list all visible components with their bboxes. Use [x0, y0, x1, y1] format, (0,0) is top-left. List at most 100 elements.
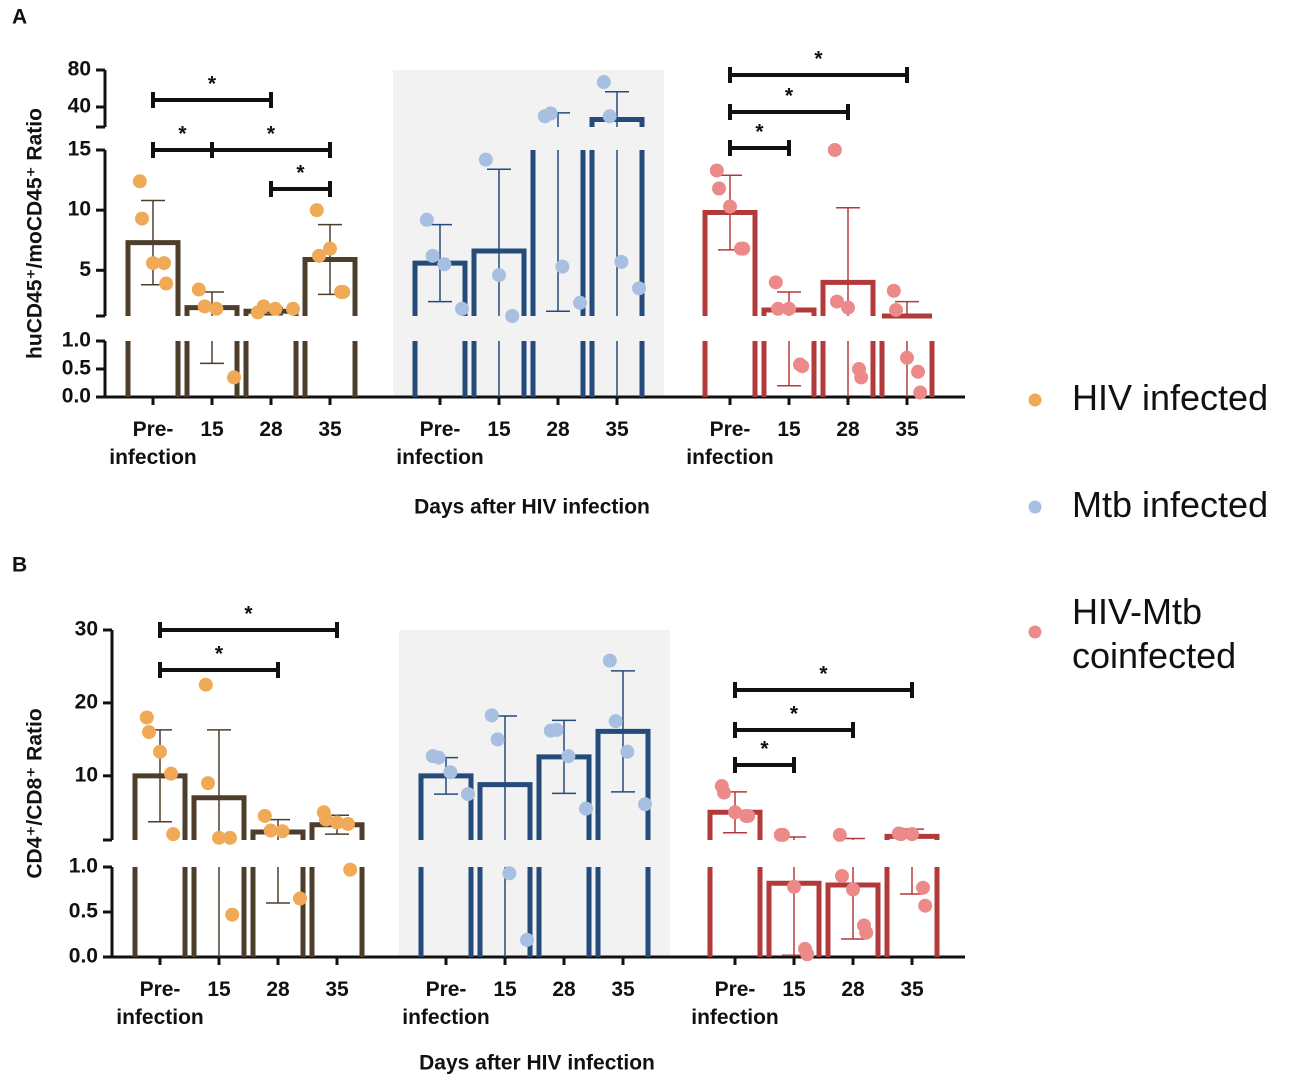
significance-bracket	[728, 67, 909, 83]
x-tick-label: 15	[487, 418, 511, 441]
y-tick-label: 80	[68, 58, 91, 81]
x-tick-label: 35	[611, 978, 635, 1001]
bar	[309, 867, 365, 957]
data-point	[841, 300, 855, 315]
x-tick-label: Pre-infection	[691, 978, 779, 1029]
significance-bracket	[733, 682, 914, 698]
bar	[820, 341, 876, 397]
y-tick-label: 1.0	[62, 329, 91, 352]
bar	[707, 867, 763, 957]
data-point	[341, 816, 355, 831]
data-point	[256, 299, 271, 314]
data-point	[425, 248, 440, 263]
legend-marker	[1028, 393, 1042, 407]
x-tick-label: 28	[841, 978, 865, 1001]
significance-label: *	[785, 85, 794, 108]
data-point	[602, 109, 617, 124]
data-point	[859, 925, 874, 940]
y-tick-label: 0.0	[62, 385, 91, 408]
data-point	[268, 301, 283, 316]
x-tick-label: 28	[546, 418, 570, 441]
x-tick-label: 35	[318, 418, 342, 441]
data-point	[263, 823, 278, 838]
data-point	[275, 824, 290, 839]
data-point	[835, 869, 849, 883]
data-point	[614, 254, 629, 269]
data-point	[741, 808, 756, 823]
data-point	[573, 295, 587, 310]
data-point	[782, 301, 796, 316]
data-point	[135, 211, 149, 226]
data-point	[723, 199, 737, 214]
data-point	[227, 370, 241, 385]
data-point	[312, 248, 326, 263]
data-point	[846, 882, 860, 897]
data-point	[198, 677, 213, 692]
data-point	[768, 275, 783, 290]
data-point	[549, 722, 564, 737]
data-point	[555, 259, 570, 274]
data-point	[787, 879, 801, 894]
bar	[243, 341, 299, 397]
y-tick-label: 0.0	[69, 945, 98, 968]
data-point	[543, 106, 558, 121]
data-point	[431, 750, 446, 765]
significance-label: *	[760, 738, 769, 761]
x-tick-label: 15	[782, 978, 806, 1001]
data-point	[854, 370, 869, 385]
data-point	[602, 653, 617, 668]
x-tick-label: Pre-infection	[396, 418, 484, 469]
x-tick-label: 35	[605, 418, 629, 441]
data-point	[608, 714, 623, 729]
x-tick-label: 15	[207, 978, 231, 1001]
bar	[418, 867, 474, 957]
x-tick-label: Pre-infection	[686, 418, 774, 469]
significance-bracket	[728, 104, 850, 120]
significance-label: *	[296, 162, 305, 185]
significance-label: *	[814, 48, 823, 71]
y-axis-label: CD4⁺/CD8⁺ Ratio	[24, 708, 47, 878]
significance-label: *	[790, 703, 799, 726]
data-point	[579, 801, 593, 816]
data-point	[505, 309, 520, 323]
y-tick-label: 10	[68, 198, 91, 221]
bar	[132, 867, 188, 957]
data-point	[886, 283, 901, 298]
bar	[412, 341, 468, 397]
group-shade	[393, 70, 664, 397]
x-tick-label: Pre-infection	[402, 978, 490, 1029]
significance-bracket	[151, 92, 273, 108]
data-point	[461, 787, 475, 802]
x-tick-label: 28	[552, 978, 576, 1001]
data-point	[164, 766, 178, 781]
significance-label: *	[755, 121, 764, 144]
data-point	[638, 797, 652, 812]
data-point	[225, 907, 240, 922]
data-point	[905, 827, 919, 842]
bar	[191, 867, 247, 957]
data-point	[736, 241, 751, 256]
data-point	[191, 282, 206, 297]
y-tick-label: 1.0	[69, 855, 98, 878]
x-tick-label: Pre-infection	[109, 418, 197, 469]
bar	[302, 341, 358, 397]
data-point	[159, 276, 174, 291]
data-point	[889, 302, 903, 317]
x-tick-label: 28	[836, 418, 860, 441]
data-point	[142, 725, 156, 740]
bar	[530, 341, 586, 397]
bar	[530, 150, 586, 316]
bar	[879, 341, 935, 397]
data-point	[197, 299, 212, 314]
data-point	[223, 830, 237, 845]
x-tick-label: 15	[493, 978, 517, 1001]
data-point	[911, 364, 925, 379]
data-point	[502, 866, 517, 881]
bar	[589, 341, 645, 397]
x-tick-label: 35	[325, 978, 349, 1001]
data-point	[132, 174, 147, 189]
y-tick-label: 0.5	[62, 357, 92, 380]
x-axis-label: Days after HIV infection	[419, 1052, 655, 1075]
data-point	[478, 152, 493, 167]
